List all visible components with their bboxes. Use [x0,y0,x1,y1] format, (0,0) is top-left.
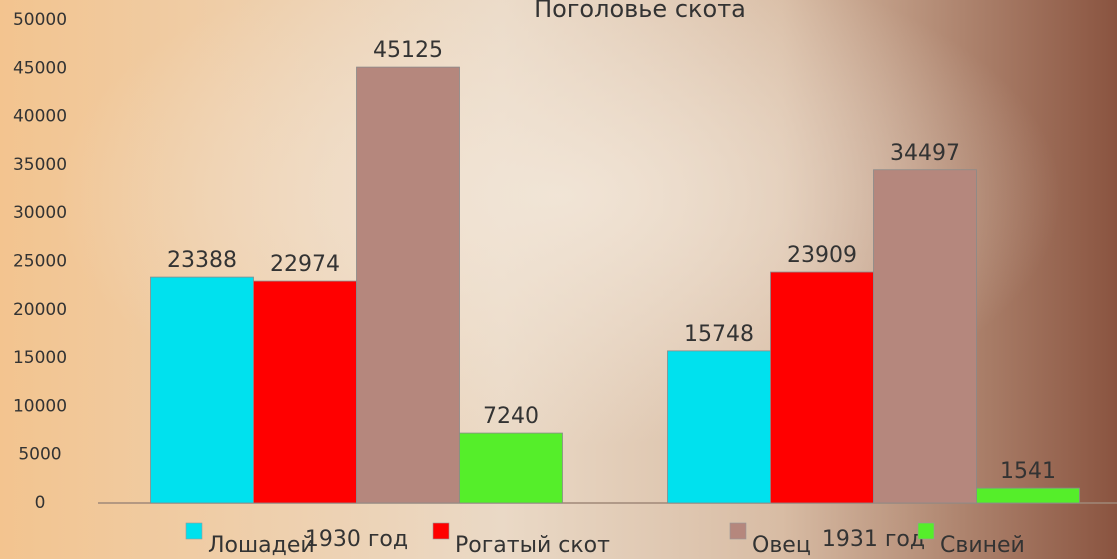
data-label: 45125 [373,38,443,63]
x-tick-label: 1931 год [822,527,925,552]
legend-swatch [917,522,935,540]
legend-swatch [432,522,450,540]
data-label: 23388 [167,248,237,273]
y-tick-label: 50000 [13,10,67,30]
bar [459,432,563,504]
y-tick-label: 30000 [13,203,67,223]
bar [873,169,977,504]
y-tick-label: 20000 [13,300,67,320]
bar [667,350,771,504]
bar [253,280,357,504]
legend-label: Рогатый скот [455,533,610,558]
legend-swatch [729,522,747,540]
chart-title: Поголовье скота [534,0,746,23]
y-tick-label: 40000 [13,107,67,127]
bar [150,276,254,504]
data-label: 15748 [684,322,754,347]
y-tick-label: 25000 [13,252,67,272]
legend-label: Лошадей [208,533,315,558]
data-label: 23909 [787,243,857,268]
bar [976,487,1080,504]
data-label: 22974 [270,252,340,277]
x-tick-label: 1930 год [305,527,408,552]
data-label: 1541 [1000,459,1056,484]
legend-swatch [185,522,203,540]
y-tick-label: 0 [35,493,46,513]
legend-label: Свиней [940,533,1025,558]
data-label: 7240 [483,404,539,429]
data-label: 34497 [890,141,960,166]
legend-label: Овец [752,533,811,558]
y-tick-label: 5000 [18,445,61,465]
y-tick-label: 35000 [13,155,67,175]
y-tick-label: 45000 [13,58,67,78]
bar [770,271,874,504]
y-tick-label: 15000 [13,348,67,368]
y-tick-label: 10000 [13,396,67,416]
bar [356,66,460,504]
